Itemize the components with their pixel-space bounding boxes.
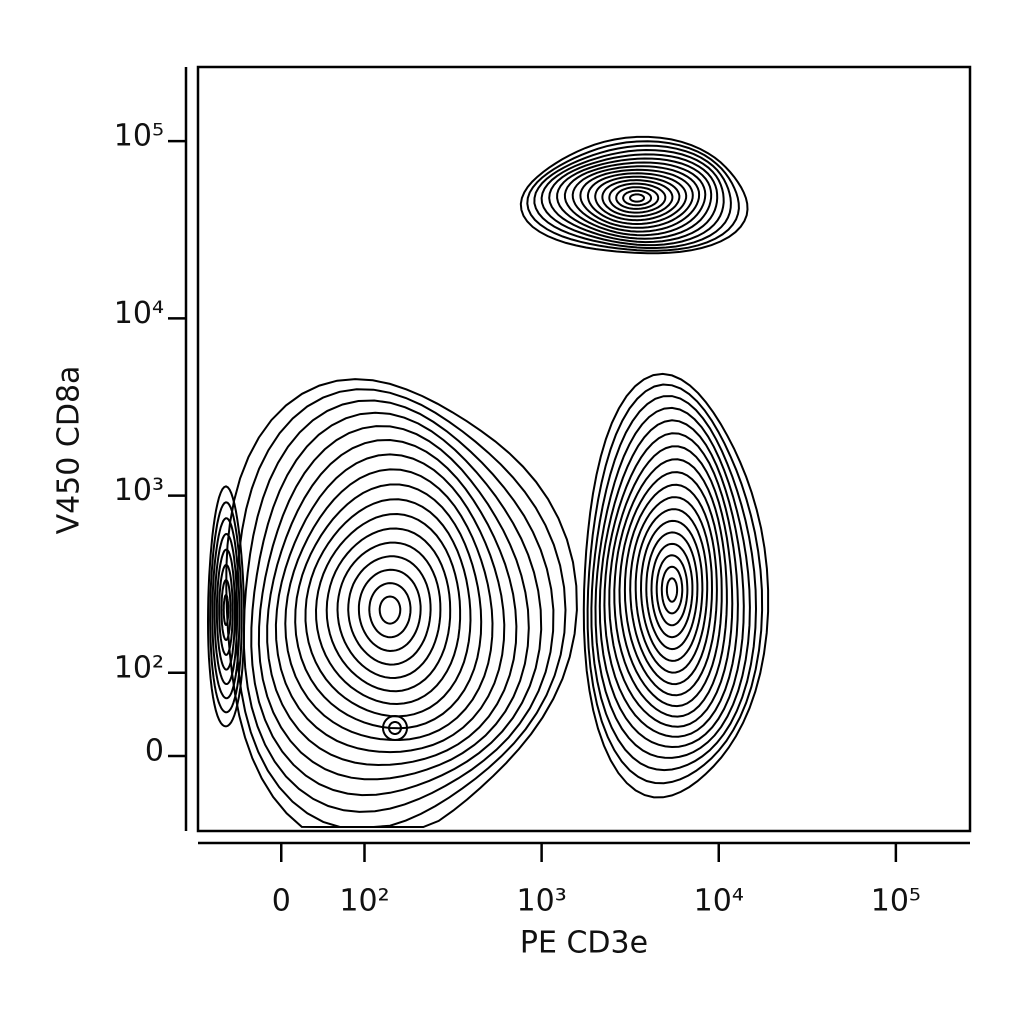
contour [540, 148, 725, 247]
contour [215, 548, 236, 671]
y-tick-label: 0 [145, 734, 164, 769]
contour [650, 542, 694, 639]
y-tick-label: 10⁴ [114, 296, 164, 331]
contour [357, 568, 422, 653]
plot-frame [196, 65, 972, 833]
contour [615, 186, 660, 210]
contour [211, 517, 241, 700]
contour [608, 182, 667, 214]
contour [613, 458, 728, 718]
x-axis-title: PE CD3e [520, 926, 648, 961]
contour [586, 172, 688, 226]
contour [622, 189, 653, 207]
contour [222, 593, 230, 626]
contour [608, 445, 734, 728]
contour [225, 378, 578, 828]
contour [284, 468, 494, 742]
contour [601, 179, 674, 218]
contour [381, 714, 409, 742]
contour [618, 471, 723, 708]
contour [266, 438, 518, 767]
contour [388, 721, 402, 735]
contour [556, 157, 713, 240]
y-tick-label: 10² [114, 650, 164, 685]
contour [519, 135, 749, 255]
contour [274, 453, 506, 754]
x-tick-label: 10⁵ [871, 884, 921, 919]
contour [594, 175, 681, 222]
contour [563, 161, 707, 237]
contour [325, 527, 452, 693]
contour [598, 419, 745, 749]
contour [378, 595, 402, 625]
contour [220, 578, 232, 642]
contour [213, 532, 239, 685]
x-tick-label: 10⁴ [694, 884, 744, 919]
contour [314, 512, 462, 706]
contour [209, 501, 243, 714]
contour [594, 406, 751, 759]
contour [639, 519, 704, 662]
contour [623, 483, 718, 697]
x-tick-label: 10² [339, 884, 389, 919]
y-tick-label: 10⁵ [114, 119, 164, 154]
contour [250, 411, 543, 797]
y-axis-title: V450 CD8a [52, 366, 87, 535]
contour [629, 496, 714, 686]
contour [628, 193, 645, 203]
contour [590, 395, 758, 772]
contour [548, 153, 719, 244]
x-tick-label: 10³ [517, 884, 567, 919]
contour [660, 565, 684, 615]
contour [634, 508, 709, 674]
contour [582, 372, 770, 799]
contour [347, 555, 432, 666]
contour [603, 432, 739, 738]
contour [665, 577, 679, 603]
contour [218, 563, 234, 656]
contour [586, 383, 764, 785]
y-tick-label: 10³ [114, 473, 164, 508]
contour [579, 168, 694, 229]
contour [533, 144, 732, 249]
x-tick-label: 0 [272, 884, 291, 919]
contours [206, 135, 770, 828]
contour [645, 531, 699, 651]
contour [304, 498, 472, 718]
contour [336, 541, 442, 680]
contour [368, 582, 412, 639]
contour [294, 483, 483, 730]
contour [571, 165, 701, 233]
contour [655, 554, 689, 627]
contour [206, 485, 246, 728]
contour [526, 140, 740, 252]
contour [257, 425, 530, 781]
